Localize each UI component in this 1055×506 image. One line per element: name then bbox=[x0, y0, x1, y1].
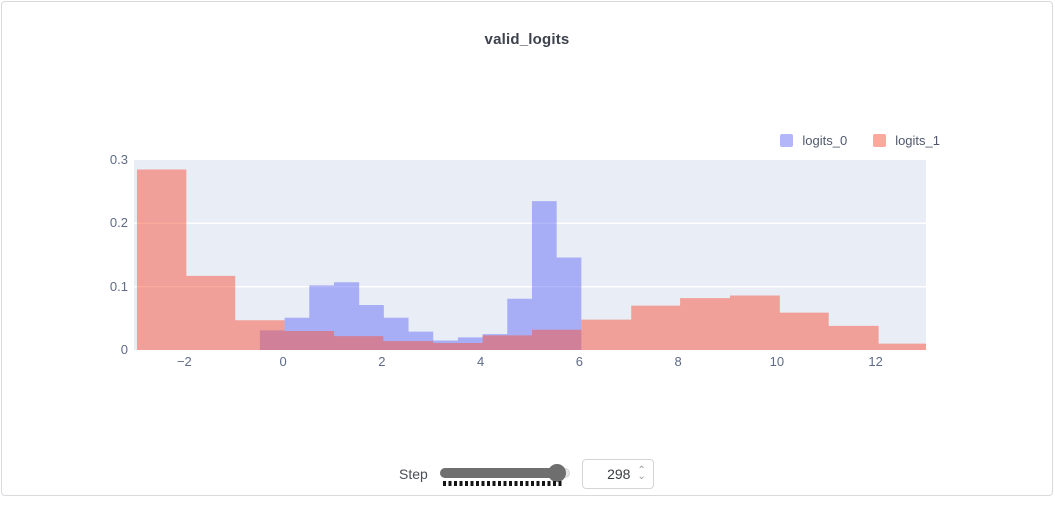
step-slider-fill bbox=[439, 468, 557, 478]
y-tick-label: 0.2 bbox=[109, 215, 128, 231]
series-logits_0 bbox=[259, 201, 582, 350]
y-tick-label: 0.1 bbox=[109, 278, 128, 294]
step-control-row: Step 298 ⌃ ⌄ bbox=[399, 459, 654, 489]
series-logits_1 bbox=[136, 169, 926, 350]
histogram-svg bbox=[134, 169, 926, 350]
logits-0-swatch-icon bbox=[780, 134, 794, 147]
legend-label: logits_1 bbox=[895, 133, 940, 148]
x-tick-label: 2 bbox=[378, 354, 386, 369]
step-label: Step bbox=[399, 466, 428, 482]
step-slider[interactable] bbox=[439, 459, 570, 489]
legend-label: logits_0 bbox=[802, 133, 848, 148]
x-tick-label: 8 bbox=[674, 354, 682, 369]
chart-title: valid_logits bbox=[484, 31, 570, 48]
x-tick-label: 12 bbox=[868, 354, 883, 369]
logits-1-swatch-icon bbox=[873, 134, 887, 147]
step-input-value: 298 bbox=[607, 466, 631, 482]
step-spinner: ⌃ ⌄ bbox=[637, 465, 646, 482]
x-tick-label: 0 bbox=[279, 354, 287, 369]
step-slider-thumb[interactable] bbox=[547, 464, 566, 482]
spinner-down-icon[interactable]: ⌄ bbox=[637, 471, 646, 482]
y-tick-label: 0 bbox=[120, 342, 128, 357]
x-tick-label: 4 bbox=[476, 354, 485, 369]
legend-item-logits-1[interactable]: logits_1 bbox=[873, 133, 940, 148]
legend: logits_0 logits_1 bbox=[780, 133, 940, 148]
step-input[interactable]: 298 ⌃ ⌄ bbox=[581, 459, 654, 489]
x-tick-label: 10 bbox=[769, 354, 785, 369]
x-tick-label: 6 bbox=[575, 354, 583, 369]
panel-card: valid_logits logits_0 logits_1 −2 0 2 4 6 8 10… bbox=[1, 1, 1053, 496]
y-tick-label: 0.3 bbox=[109, 152, 128, 167]
step-slider-tickmarks bbox=[442, 481, 563, 486]
legend-item-logits-0[interactable]: logits_0 bbox=[780, 133, 847, 148]
histogram-plot-area[interactable] bbox=[134, 160, 926, 350]
x-tick-label: −2 bbox=[176, 354, 192, 369]
spinner-up-icon[interactable]: ⌃ bbox=[637, 465, 646, 476]
